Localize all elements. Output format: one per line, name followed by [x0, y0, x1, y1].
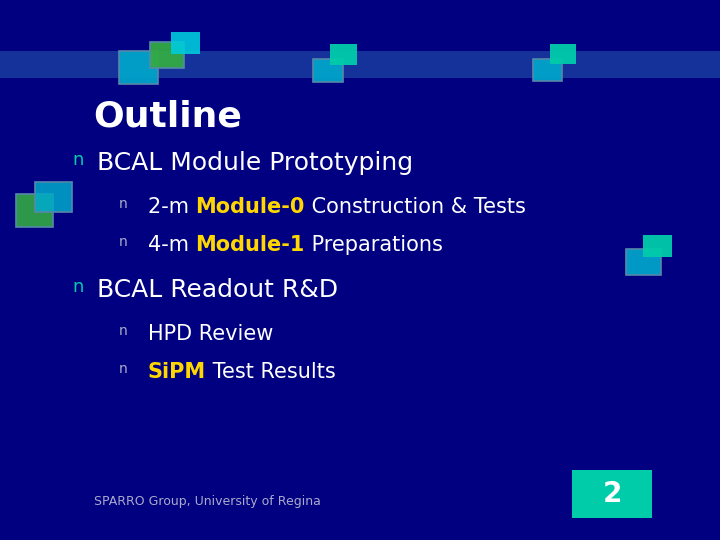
Bar [626, 249, 661, 275]
Text: Construction & Tests: Construction & Tests [305, 197, 526, 217]
Bar [150, 42, 184, 68]
Text: 2: 2 [603, 480, 621, 508]
Text: n: n [72, 151, 84, 169]
Text: BCAL Readout R&D: BCAL Readout R&D [97, 278, 338, 302]
Text: n: n [119, 235, 127, 249]
Bar [550, 44, 576, 64]
Text: 2-m: 2-m [148, 197, 195, 217]
Bar [16, 194, 53, 227]
Bar [533, 59, 562, 81]
Text: HPD Review: HPD Review [148, 324, 273, 344]
Bar [119, 51, 158, 84]
Bar [0, 51, 720, 78]
Text: n: n [119, 197, 127, 211]
Text: n: n [72, 278, 84, 296]
Text: Module-1: Module-1 [195, 235, 305, 255]
Bar [35, 182, 72, 212]
Bar [35, 182, 72, 212]
Text: BCAL Module Prototyping: BCAL Module Prototyping [97, 151, 413, 175]
Text: SPARRO Group, University of Regina: SPARRO Group, University of Regina [94, 495, 320, 508]
Bar [533, 59, 562, 81]
Bar [16, 194, 53, 227]
Bar [150, 42, 184, 68]
Bar [572, 470, 652, 518]
Bar [626, 249, 661, 275]
Text: Outline: Outline [94, 100, 243, 134]
Text: 4-m: 4-m [148, 235, 195, 255]
Text: Preparations: Preparations [305, 235, 443, 255]
Bar [643, 235, 672, 256]
Bar [119, 51, 158, 84]
Bar [171, 32, 200, 54]
Bar [313, 59, 343, 82]
Text: Module-0: Module-0 [195, 197, 305, 217]
Text: n: n [119, 324, 127, 338]
Bar [330, 44, 357, 65]
Text: n: n [119, 362, 127, 376]
Text: SiPM: SiPM [148, 362, 206, 382]
Bar [313, 59, 343, 82]
Text: Test Results: Test Results [206, 362, 336, 382]
